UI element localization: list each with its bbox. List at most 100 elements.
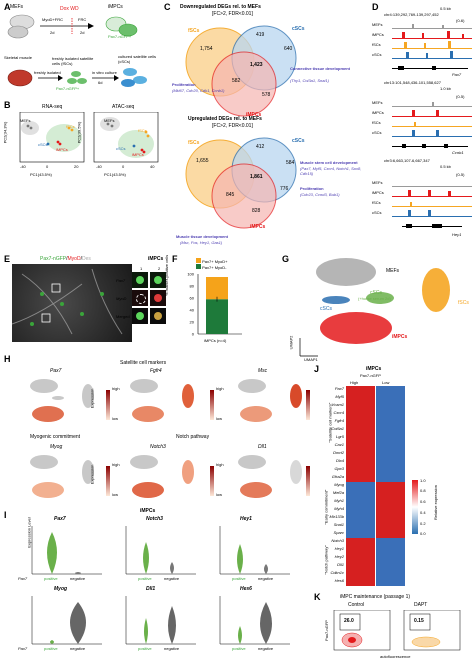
g-cscs: cSCs [320, 306, 332, 312]
j-cell [376, 386, 405, 394]
d-track-label: cSCs [372, 210, 382, 215]
i-gene: Hey1 [240, 516, 252, 522]
j-colorbar [412, 480, 418, 534]
j-high: High [350, 380, 359, 385]
c-down-cscs: cSCs [292, 26, 305, 32]
j-cell [346, 474, 375, 482]
h-gene: Fgfr4 [150, 368, 162, 374]
c-conn-genes: (Thy1, Col3a1, Snai1) [290, 78, 329, 83]
j-cell [346, 514, 375, 522]
j-gene-label: Dmrt2 [333, 450, 344, 455]
h-feature-plots [30, 379, 310, 498]
b-rna-title: RNA-seq [42, 104, 63, 110]
e-thumb [132, 272, 148, 288]
panel-i-label: I [4, 510, 7, 520]
panel-b-label: B [4, 100, 11, 110]
j-cell [346, 450, 375, 458]
d-track-label: MEFs [372, 100, 383, 105]
j-cell [376, 450, 405, 458]
c-up-ci: 776 [280, 186, 289, 192]
c-down-fi: 582 [232, 78, 241, 84]
b-impcs-label: iMPCs [56, 147, 68, 152]
j-cell [346, 498, 375, 506]
a-pax7-label: Pax7-nGFP+ [108, 34, 132, 39]
b-xtick: -40 [20, 164, 26, 169]
h-sat-title: Satellite cell markers [120, 360, 167, 366]
i-gene: Dll1 [146, 586, 156, 592]
i-violin-neg [260, 602, 272, 644]
h-high: high [112, 462, 120, 467]
i-xgene: Pax7 [18, 576, 28, 581]
h-low: low [112, 492, 119, 497]
h-high: high [112, 386, 120, 391]
j-cell [376, 522, 405, 530]
h-notch-title: Notch pathway [176, 434, 210, 440]
k-dapt: DAPT [414, 602, 428, 608]
j-cell [376, 562, 405, 570]
j-cell [376, 554, 405, 562]
c-prolif2-genes: (Cdc23, Ccnd3, Bub1) [300, 192, 340, 197]
f-ylabel: % marker-positive cells [164, 254, 169, 296]
c-prolif1-genes: (Mki67, Cdc20, Cdk1, Ccnb1) [172, 88, 225, 93]
a-mefs-label: MEFs [10, 4, 24, 10]
j-group: "Satellite cell markers" [327, 402, 333, 443]
e-title-sep: / [80, 256, 82, 262]
d-track-label: cSCs [372, 52, 382, 57]
g-umap1: UMAP1 [304, 357, 318, 362]
b-atac-title: ATAC-seq [112, 104, 135, 110]
b-fscs-label: fSCs [66, 124, 75, 129]
panel-a-schematic [7, 14, 147, 87]
j-gene-label: Cav1 [334, 442, 344, 447]
j-gene-label: Sparc [333, 530, 344, 535]
i-neg: negative [258, 576, 274, 581]
e-title-myod: MyoD [67, 256, 81, 262]
panel-h-label: H [4, 354, 11, 364]
e-thumb [132, 308, 148, 324]
b-point [58, 142, 62, 146]
j-gene-label: Hey2 [334, 554, 344, 559]
j-cell [346, 578, 375, 586]
b-point [132, 144, 136, 148]
j-heatmap [346, 386, 405, 586]
e-col2: 2 [158, 266, 161, 271]
d-track-label: MEFs [372, 180, 383, 185]
j-cell [346, 554, 375, 562]
i-pos: positive [44, 576, 58, 581]
k-xlabel: autofluorescence [380, 654, 411, 659]
j-cell [346, 426, 375, 434]
k-val-ctrl: 26.0 [344, 618, 354, 624]
k-val-dapt: 0.15 [414, 618, 424, 624]
j-cell [376, 466, 405, 474]
h-expr-label: Expression [89, 388, 95, 409]
j-cell [376, 394, 405, 402]
j-cell [346, 546, 375, 554]
d-track-label: MEFs [372, 22, 383, 27]
j-cell [346, 562, 375, 570]
h-low: low [216, 492, 223, 497]
j-title: iMPCs [366, 366, 382, 372]
i-violin-pos [238, 626, 242, 644]
e-thumb [132, 290, 148, 306]
b-xtick: 0 [122, 164, 125, 169]
csc-cell-icon [121, 79, 135, 87]
b-xtick: 0 [46, 164, 49, 169]
f-legend-item: Pax7+ MyoD- [196, 264, 227, 270]
j-gene-label: Lgr5 [335, 434, 344, 439]
d-range1: (0-6) [456, 18, 465, 23]
c-prolif1: Proliferation [172, 82, 196, 87]
i-violin-pos [47, 532, 57, 574]
i-pos: positive [138, 576, 152, 581]
j-gene-label: Col6a1 [331, 426, 344, 431]
j-gene-label: Myf5 [335, 394, 344, 399]
b-point [26, 124, 30, 128]
d-gene3: Hey1 [452, 232, 462, 237]
e-title-pax7: Pax7-nGFP [40, 256, 67, 262]
a-fsc-label: freshly isolated satellite cells (fSCs) [52, 56, 94, 66]
h-high: high [216, 386, 224, 391]
c-msc: Muscle stem cell development [300, 160, 358, 165]
c-down-impcs: iMPCs [246, 112, 262, 118]
j-group: "Notch pathway" [323, 545, 329, 575]
i-violin-neg [75, 572, 81, 574]
b-point [67, 126, 71, 130]
b-point [106, 122, 110, 126]
